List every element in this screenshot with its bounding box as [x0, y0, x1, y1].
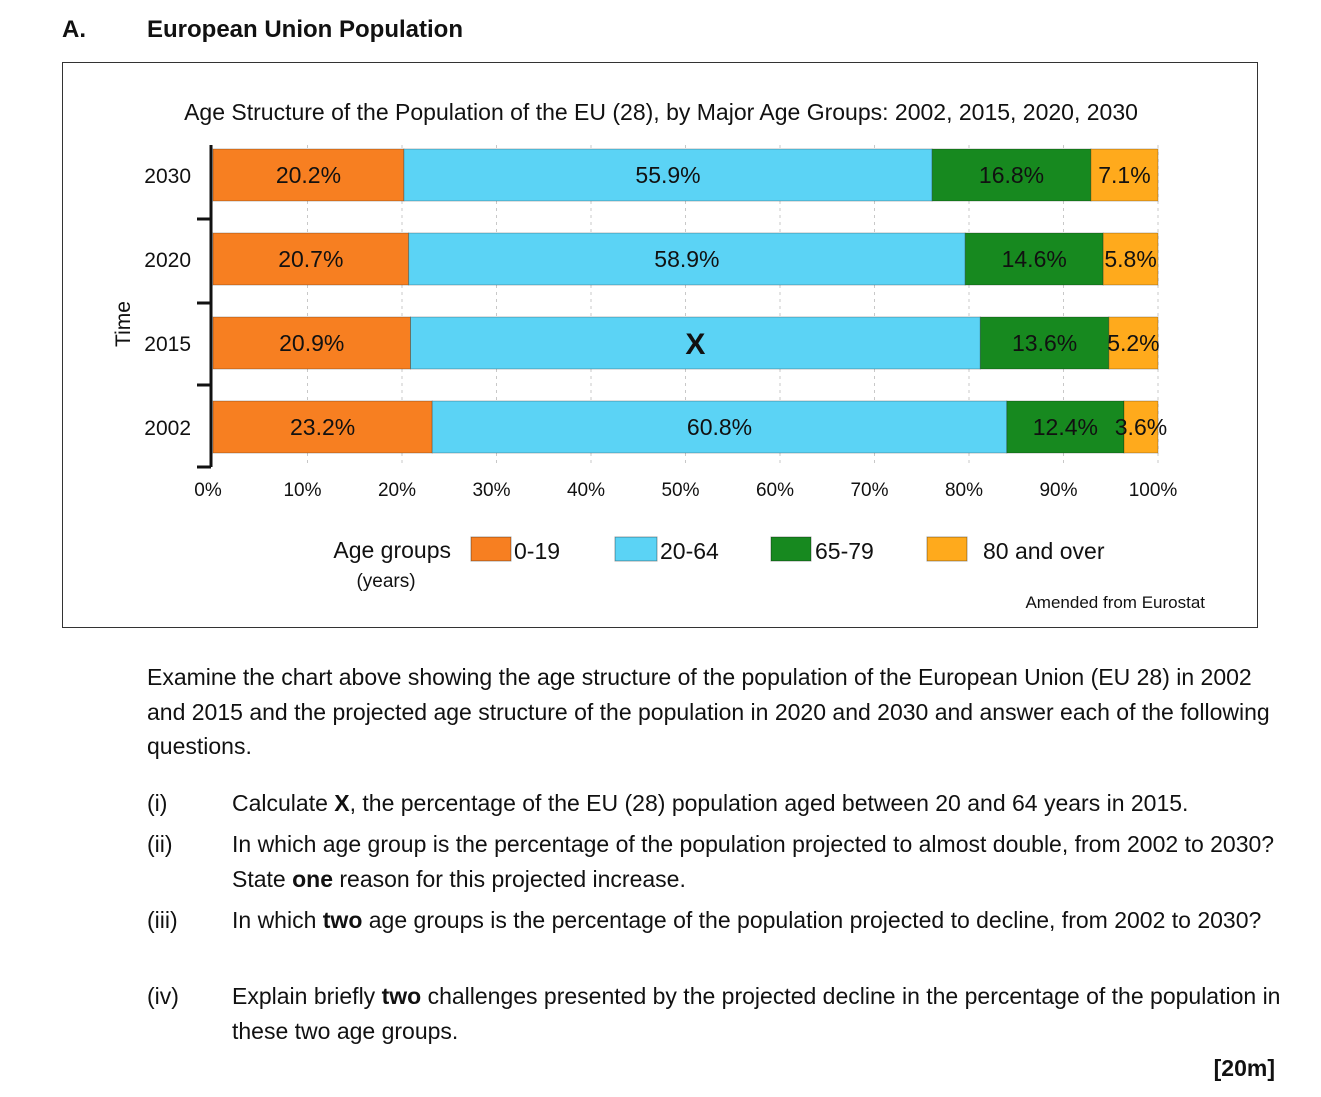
x-tick-label: 60% — [756, 480, 794, 501]
y-tick-label: 2020 — [144, 249, 191, 272]
y-tick-label: 2015 — [144, 333, 191, 356]
bar-value-label: 5.2% — [1107, 330, 1159, 356]
legend-label: 65-79 — [815, 538, 874, 564]
question-number: (ii) — [147, 831, 173, 857]
y-axis-label: Time — [112, 301, 135, 347]
question-text: In which age group is the percentage of … — [232, 831, 1275, 892]
bar-segment — [1102, 232, 1159, 286]
x-tick-label: 10% — [283, 480, 321, 501]
source-note: Amended from Eurostat — [1025, 593, 1205, 612]
chart-frame: Age Structure of the Population of the E… — [62, 62, 1258, 628]
y-tick-label: 2002 — [144, 417, 191, 440]
legend-swatch — [614, 536, 658, 562]
bar-value-label: 20.2% — [276, 162, 341, 188]
legend-swatch — [926, 536, 968, 562]
section-title: European Union Population — [147, 16, 463, 43]
bar-segment — [964, 232, 1104, 286]
x-tick-label: 50% — [661, 480, 699, 501]
question-text: Explain briefly two challenges presented… — [232, 983, 1281, 1044]
y-tick-label: 2030 — [144, 165, 191, 188]
stacked-bar-chart: Age Structure of the Population of the E… — [112, 99, 1205, 612]
bar-segment — [410, 316, 981, 370]
bar-label-x: X — [685, 328, 705, 361]
bar-value-label: 58.9% — [654, 246, 719, 272]
legend-swatch — [470, 536, 512, 562]
legend-label: 20-64 — [660, 538, 719, 564]
legend-subtitle: (years) — [356, 571, 415, 592]
legend-label: 80 and over — [983, 538, 1105, 564]
bar-value-label: 20.7% — [278, 246, 343, 272]
bar-segment — [1123, 400, 1159, 454]
bar-value-label: 3.6% — [1115, 414, 1167, 440]
bar-value-label: 20.9% — [279, 330, 344, 356]
legend-label: 0-19 — [514, 538, 560, 564]
bar-segment — [212, 400, 433, 454]
x-tick-label: 70% — [850, 480, 888, 501]
legend-title: Age groups — [333, 537, 451, 563]
bar-segment — [931, 148, 1092, 202]
x-tick-label: 30% — [472, 480, 510, 501]
bar-value-label: 5.8% — [1104, 246, 1156, 272]
bar-value-label: 23.2% — [290, 414, 355, 440]
question-number: (i) — [147, 790, 168, 816]
bar-segment — [408, 232, 966, 286]
x-tick-label: 0% — [194, 480, 222, 501]
x-tick-label: 90% — [1039, 480, 1077, 501]
bar-segment — [431, 400, 1008, 454]
x-tick-label: 100% — [1129, 480, 1178, 501]
bar-value-label: 13.6% — [1012, 330, 1077, 356]
bar-segment — [1090, 148, 1159, 202]
bar-value-label: 60.8% — [687, 414, 752, 440]
question-number: (iv) — [147, 983, 179, 1009]
bar-segment — [212, 232, 410, 286]
bar-value-label: 12.4% — [1033, 414, 1098, 440]
question-text: Calculate X, the percentage of the EU (2… — [232, 790, 1189, 816]
section-letter: A. — [62, 16, 86, 43]
question-number: (iii) — [147, 907, 178, 933]
marks-label: [20m] — [1213, 1055, 1275, 1081]
intro-text: Examine the chart above showing the age … — [147, 664, 1270, 759]
x-tick-label: 20% — [378, 480, 416, 501]
x-tick-label: 80% — [945, 480, 983, 501]
x-tick-label: 40% — [567, 480, 605, 501]
legend-swatch — [770, 536, 812, 562]
bar-segment — [979, 316, 1110, 370]
bar-value-label: 7.1% — [1098, 162, 1150, 188]
bar-value-label: 14.6% — [1002, 246, 1067, 272]
bar-value-label: 55.9% — [635, 162, 700, 188]
question-text: In which two age groups is the percentag… — [232, 907, 1262, 933]
bar-segment — [403, 148, 933, 202]
chart-title: Age Structure of the Population of the E… — [184, 99, 1138, 125]
bar-segment — [1006, 400, 1125, 454]
bar-value-label: 16.8% — [979, 162, 1044, 188]
bar-segment — [1108, 316, 1159, 370]
